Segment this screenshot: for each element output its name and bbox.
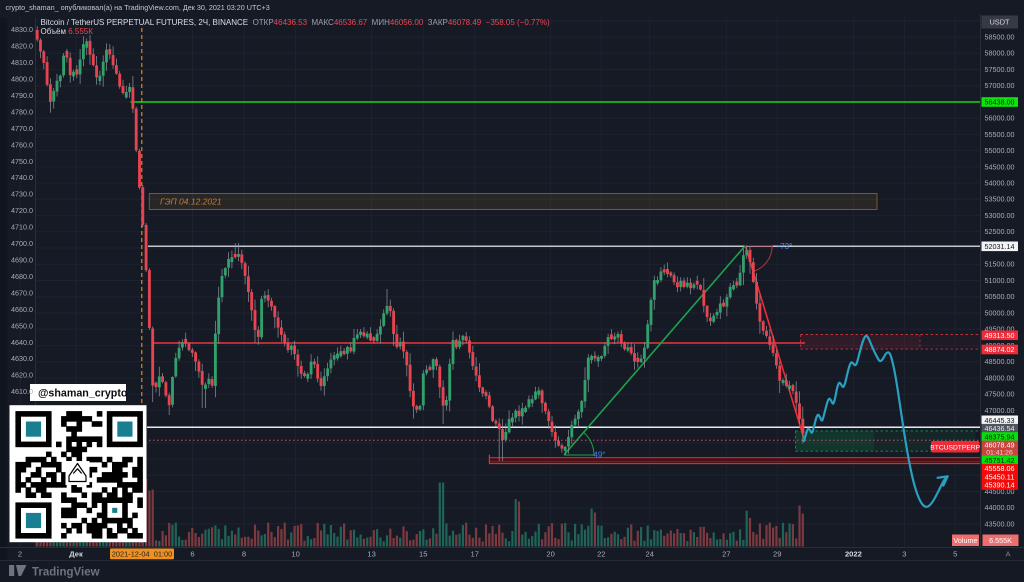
svg-text:4640.0: 4640.0 <box>11 338 33 347</box>
svg-text:44500.00: 44500.00 <box>985 487 1015 496</box>
svg-text:4770.0: 4770.0 <box>11 124 33 133</box>
svg-text:15: 15 <box>419 550 427 559</box>
svg-text:4650.0: 4650.0 <box>11 321 33 330</box>
svg-text:54500.00: 54500.00 <box>985 162 1015 171</box>
svg-text:crypto_shaman_ опубликовал(а): crypto_shaman_ опубликовал(а) на Trading… <box>6 3 270 12</box>
svg-text:27: 27 <box>722 550 730 559</box>
svg-text:17: 17 <box>470 550 478 559</box>
svg-text:49500.00: 49500.00 <box>985 325 1015 334</box>
svg-text:3: 3 <box>902 550 906 559</box>
svg-text:4670.0: 4670.0 <box>11 288 33 297</box>
svg-text:Дек: Дек <box>69 550 83 559</box>
svg-text:4810.0: 4810.0 <box>11 58 33 67</box>
svg-text:-73°: -73° <box>778 242 793 251</box>
svg-text:4620.0: 4620.0 <box>11 371 33 380</box>
svg-text:Объём 6.555К: Объём 6.555К <box>41 27 94 36</box>
svg-text:4610.0: 4610.0 <box>11 387 33 396</box>
svg-text:4710.0: 4710.0 <box>11 223 33 232</box>
svg-text:4790.0: 4790.0 <box>11 91 33 100</box>
svg-text:Bitcoin / TetherUS PERPETUAL F: Bitcoin / TetherUS PERPETUAL FUTURES, 2Ч… <box>41 18 551 27</box>
svg-text:45390.14: 45390.14 <box>985 481 1015 490</box>
svg-text:01:41:26: 01:41:26 <box>986 450 1013 457</box>
svg-text:47000.00: 47000.00 <box>985 406 1015 415</box>
svg-text:52031.14: 52031.14 <box>985 242 1015 251</box>
svg-text:58500.00: 58500.00 <box>985 32 1015 41</box>
svg-text:45751.42: 45751.42 <box>985 456 1015 465</box>
svg-text:USDT: USDT <box>989 18 1010 27</box>
svg-text:4680.0: 4680.0 <box>11 272 33 281</box>
svg-text:4730.0: 4730.0 <box>11 190 33 199</box>
svg-text:20: 20 <box>546 550 554 559</box>
svg-text:47500.00: 47500.00 <box>985 390 1015 399</box>
svg-text:56000.00: 56000.00 <box>985 114 1015 123</box>
svg-text:13: 13 <box>367 550 375 559</box>
svg-text:46375.94: 46375.94 <box>985 433 1015 442</box>
svg-text:44000.00: 44000.00 <box>985 503 1015 512</box>
svg-text:4690.0: 4690.0 <box>11 256 33 265</box>
svg-text:43500.00: 43500.00 <box>985 519 1015 528</box>
svg-text:5: 5 <box>953 550 957 559</box>
svg-text:46078.49: 46078.49 <box>985 440 1015 449</box>
svg-text:6: 6 <box>190 550 194 559</box>
svg-text:4720.0: 4720.0 <box>11 206 33 215</box>
svg-text:52500.00: 52500.00 <box>985 227 1015 236</box>
svg-text:4800.0: 4800.0 <box>11 75 33 84</box>
svg-text:48500.00: 48500.00 <box>985 357 1015 366</box>
svg-text:2021-12-04 01:00: 2021-12-04 01:00 <box>112 550 172 559</box>
svg-text:45450.11: 45450.11 <box>985 472 1014 481</box>
svg-text:50000.00: 50000.00 <box>985 308 1015 317</box>
svg-text:50500.00: 50500.00 <box>985 292 1015 301</box>
svg-text:@shaman_crypto: @shaman_crypto <box>38 388 128 400</box>
svg-text:4630.0: 4630.0 <box>11 354 33 363</box>
svg-text:46436.54: 46436.54 <box>985 424 1015 433</box>
svg-text:4780.0: 4780.0 <box>11 108 33 117</box>
svg-text:55500.00: 55500.00 <box>985 130 1015 139</box>
svg-text:49°: 49° <box>594 451 606 460</box>
svg-text:4660.0: 4660.0 <box>11 305 33 314</box>
svg-text:46445.33: 46445.33 <box>985 416 1015 425</box>
svg-text:4700.0: 4700.0 <box>11 239 33 248</box>
svg-text:Volume: Volume <box>954 536 978 545</box>
svg-text:4750.0: 4750.0 <box>11 157 33 166</box>
svg-text:55000.00: 55000.00 <box>985 146 1015 155</box>
svg-text:8: 8 <box>242 550 246 559</box>
svg-text:29: 29 <box>773 550 781 559</box>
svg-text:57000.00: 57000.00 <box>985 81 1015 90</box>
svg-text:4820.0: 4820.0 <box>11 42 33 51</box>
svg-text:48000.00: 48000.00 <box>985 373 1015 382</box>
svg-text:2: 2 <box>18 550 22 559</box>
svg-text:58000.00: 58000.00 <box>985 49 1015 58</box>
svg-text:А: А <box>1005 550 1011 559</box>
svg-text:4740.0: 4740.0 <box>11 173 33 182</box>
svg-text:49313.50: 49313.50 <box>985 331 1015 340</box>
svg-text:24: 24 <box>645 550 653 559</box>
svg-text:45558.06: 45558.06 <box>985 464 1015 473</box>
svg-text:53000.00: 53000.00 <box>985 211 1015 220</box>
svg-text:48874.02: 48874.02 <box>985 345 1015 354</box>
svg-text:6.555K: 6.555K <box>989 536 1012 545</box>
svg-text:51000.00: 51000.00 <box>985 276 1015 285</box>
svg-text:TradingView: TradingView <box>32 567 100 579</box>
svg-text:57500.00: 57500.00 <box>985 65 1015 74</box>
svg-text:53500.00: 53500.00 <box>985 195 1015 204</box>
svg-text:4760.0: 4760.0 <box>11 140 33 149</box>
svg-text:51500.00: 51500.00 <box>985 260 1015 269</box>
svg-text:54000.00: 54000.00 <box>985 179 1015 188</box>
svg-text:ГЭП 04.12.2021: ГЭП 04.12.2021 <box>160 197 222 207</box>
svg-text:2022: 2022 <box>845 550 862 559</box>
svg-text:22: 22 <box>597 550 605 559</box>
svg-text:10: 10 <box>291 550 299 559</box>
svg-text:56438.00: 56438.00 <box>985 98 1015 107</box>
svg-text:BTCUSDTPERP: BTCUSDTPERP <box>930 444 980 451</box>
svg-text:4830.0: 4830.0 <box>11 25 33 34</box>
